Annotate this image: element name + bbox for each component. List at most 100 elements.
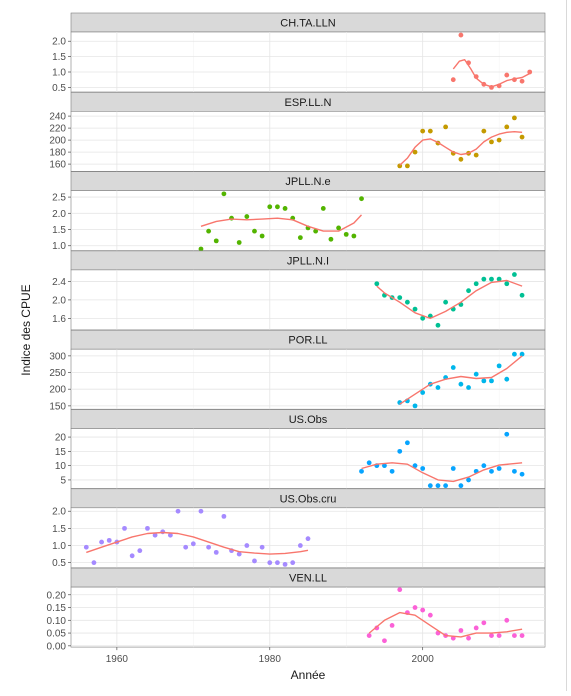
x-axis-title: Année (291, 668, 326, 682)
data-point (512, 633, 517, 639)
data-point (504, 72, 510, 78)
data-point (496, 363, 502, 369)
data-point (519, 134, 525, 140)
y-tick-label: 1.0 (52, 241, 66, 252)
data-point (443, 483, 449, 489)
data-point (489, 378, 494, 384)
smooth-line (399, 131, 523, 166)
data-point (259, 544, 265, 550)
y-tick-label: 250 (49, 368, 66, 379)
data-point (527, 69, 533, 75)
data-point (458, 381, 464, 387)
data-point (297, 543, 303, 548)
facet-panel-jpll-n-e: JPLL.N.e 1.0 1.5 2.0 2.5 (52, 171, 546, 252)
y-tick-label: 0.00 (47, 641, 67, 652)
smooth-line (399, 355, 523, 405)
data-point (290, 560, 296, 566)
data-point (420, 128, 426, 134)
data-point (504, 281, 510, 287)
y-tick-label: 0.05 (47, 629, 67, 640)
data-point (313, 228, 319, 234)
y-tick-label: 240 (49, 112, 66, 123)
y-tick-label: 2.0 (52, 37, 66, 48)
data-point (443, 299, 449, 305)
window-edge (566, 0, 567, 691)
data-point (489, 633, 494, 639)
data-point (236, 551, 242, 557)
facet-strip-label: VEN.LL (289, 573, 327, 585)
data-point (213, 549, 219, 555)
data-point (519, 292, 525, 298)
data-point (519, 78, 525, 84)
data-point (458, 32, 464, 38)
data-point (351, 233, 357, 239)
smooth-line (200, 214, 363, 232)
data-point (466, 477, 471, 483)
y-tick-label: 1.0 (52, 541, 66, 552)
data-point (427, 128, 433, 134)
data-point (397, 448, 403, 454)
facet-plot-area (70, 348, 546, 410)
data-point (420, 390, 426, 395)
y-tick-label: 160 (49, 160, 66, 171)
data-point (152, 532, 158, 538)
data-point (481, 620, 487, 626)
data-point (473, 281, 479, 287)
data-point (473, 152, 479, 158)
data-point (404, 440, 410, 446)
y-axis-title-group: Indice des CPUE (19, 284, 33, 375)
y-tick-label: 200 (49, 136, 66, 147)
data-point (412, 403, 418, 409)
data-point (458, 628, 464, 633)
data-point (343, 231, 349, 237)
facet-panel-ven-ll: VEN.LL 0.000.05 0.10 0.15 0.20 (47, 567, 546, 652)
data-point (420, 466, 426, 471)
facet-panel-us-obs: US.Obs 5 10 15 20 (55, 409, 546, 489)
data-point (519, 633, 525, 639)
data-point (504, 617, 510, 623)
y-tick-label: 2.0 (52, 295, 66, 306)
data-point (175, 508, 181, 514)
data-point (489, 468, 494, 474)
data-point (435, 385, 441, 390)
data-point (427, 483, 433, 489)
x-tick-label: 1980 (259, 654, 282, 665)
y-tick-label: 20 (55, 433, 67, 444)
data-point (267, 560, 273, 566)
data-point (496, 466, 502, 471)
data-point (473, 625, 479, 631)
data-point (183, 544, 189, 550)
data-point (366, 460, 372, 466)
data-point (481, 276, 487, 282)
data-point (389, 622, 395, 628)
y-tick-label: 300 (49, 351, 66, 362)
facet-strip-label: JPLL.N.I (287, 255, 329, 267)
data-point (129, 553, 135, 559)
smooth-line (368, 611, 523, 638)
data-point (206, 544, 212, 550)
y-tick-label: 0.10 (47, 616, 67, 627)
facet-strip-label: CH.TA.LLN (280, 18, 335, 30)
data-point (504, 431, 510, 437)
data-point (512, 115, 517, 121)
y-tick-label: 200 (49, 385, 66, 396)
smooth-line (86, 531, 309, 555)
y-tick-label: 2.4 (52, 277, 66, 288)
data-point (519, 471, 525, 477)
data-point (397, 295, 403, 300)
y-tick-label: 15 (55, 447, 67, 458)
data-point (336, 225, 341, 231)
data-point (496, 137, 502, 143)
data-point (519, 351, 525, 357)
data-point (252, 558, 257, 564)
data-point (244, 543, 250, 548)
data-point (397, 587, 403, 593)
data-point (458, 156, 464, 162)
y-tick-label: 5 (60, 475, 66, 486)
data-point (160, 529, 166, 535)
y-tick-label: 1.0 (52, 68, 66, 79)
facet-strip-label: POR.LL (288, 335, 327, 347)
data-point (427, 612, 433, 618)
